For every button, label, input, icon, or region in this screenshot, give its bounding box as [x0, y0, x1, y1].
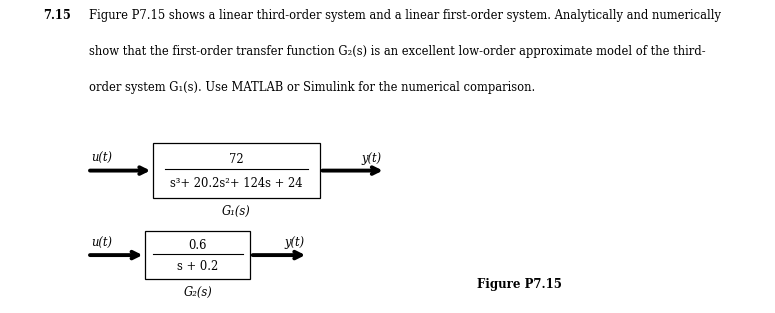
Text: order system G₁(s). Use MATLAB or Simulink for the numerical comparison.: order system G₁(s). Use MATLAB or Simuli…: [89, 81, 536, 95]
Text: Figure P7.15 shows a linear third-order system and a linear first-order system. : Figure P7.15 shows a linear third-order …: [89, 9, 721, 23]
Text: y(t): y(t): [362, 152, 381, 165]
Text: s + 0.2: s + 0.2: [177, 260, 219, 273]
Text: G₁(s): G₁(s): [222, 205, 251, 218]
Text: y(t): y(t): [284, 236, 304, 249]
Text: u(t): u(t): [91, 152, 112, 165]
Text: show that the first-order transfer function G₂(s) is an excellent low-order appr: show that the first-order transfer funct…: [89, 45, 706, 59]
Text: G₂(s): G₂(s): [183, 286, 212, 299]
Text: Figure P7.15: Figure P7.15: [477, 278, 562, 291]
Bar: [153, 143, 319, 198]
Text: u(t): u(t): [91, 236, 112, 249]
Text: 7.15: 7.15: [43, 9, 71, 23]
Text: 72: 72: [229, 153, 243, 166]
Bar: [146, 231, 250, 279]
Text: 0.6: 0.6: [188, 239, 207, 252]
Text: s³+ 20.2s²+ 124s + 24: s³+ 20.2s²+ 124s + 24: [170, 177, 302, 190]
